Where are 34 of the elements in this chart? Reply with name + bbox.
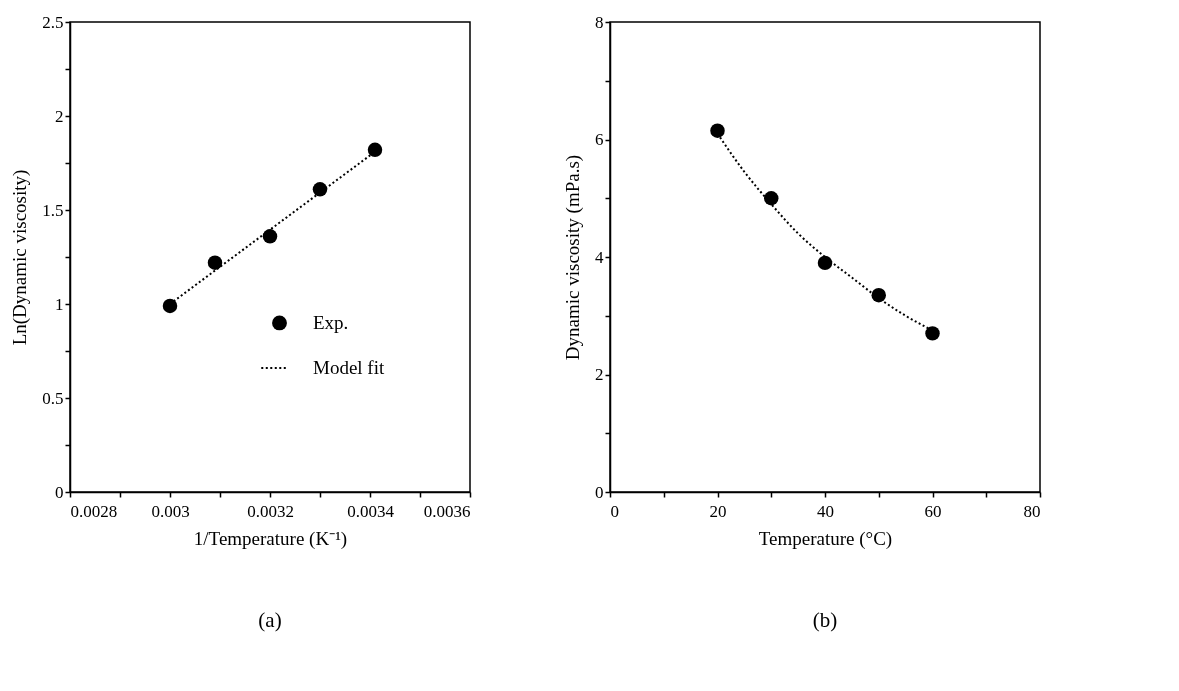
x-tick-label: 0.0032: [247, 501, 294, 521]
x-tick-label: 0.003: [151, 501, 190, 521]
text: (a): [258, 608, 282, 632]
y-tick-label: 0.5: [42, 388, 64, 408]
x-tick-label: 80: [1023, 501, 1041, 521]
y-tick-label: 1.5: [42, 200, 64, 220]
x-tick-label: 20: [709, 501, 727, 521]
y-tick-label: 6: [595, 130, 604, 149]
y-tick-label: 0: [595, 482, 604, 502]
x-axis-title: Temperature (°C): [758, 527, 893, 550]
x-axis-title: 1/Temperature (K⁻¹): [193, 527, 348, 550]
point: [925, 326, 940, 341]
y-tick-label: 2: [55, 106, 64, 126]
y-tick-label: 1: [55, 294, 64, 314]
y-axis-title: Dynamic viscosity (mPa.s): [562, 154, 584, 361]
y-tick-label: 2.5: [42, 12, 64, 32]
x-tick-label: 0.0036: [423, 501, 471, 521]
y-tick-label: 0: [55, 482, 64, 502]
x-tick-label: 40: [817, 501, 834, 521]
point: [871, 287, 886, 303]
x-tick-label: 0: [610, 501, 619, 521]
legend-label: Model fit: [313, 356, 385, 378]
point: [710, 123, 725, 138]
text: (b): [812, 608, 838, 632]
point: [764, 191, 779, 206]
y-axis-title: Ln(Dynamic viscosity): [9, 169, 32, 346]
point: [817, 255, 833, 271]
y-tick-label: 8: [595, 12, 604, 32]
y-tick-label: 4: [595, 247, 604, 267]
y-tick-label: 2: [595, 365, 604, 384]
x-tick-label: 0.0034: [347, 501, 395, 521]
legend-label: Exp.: [313, 311, 349, 333]
x-tick-label: 60: [924, 501, 942, 521]
x-tick-label: 0.0028: [70, 501, 118, 521]
